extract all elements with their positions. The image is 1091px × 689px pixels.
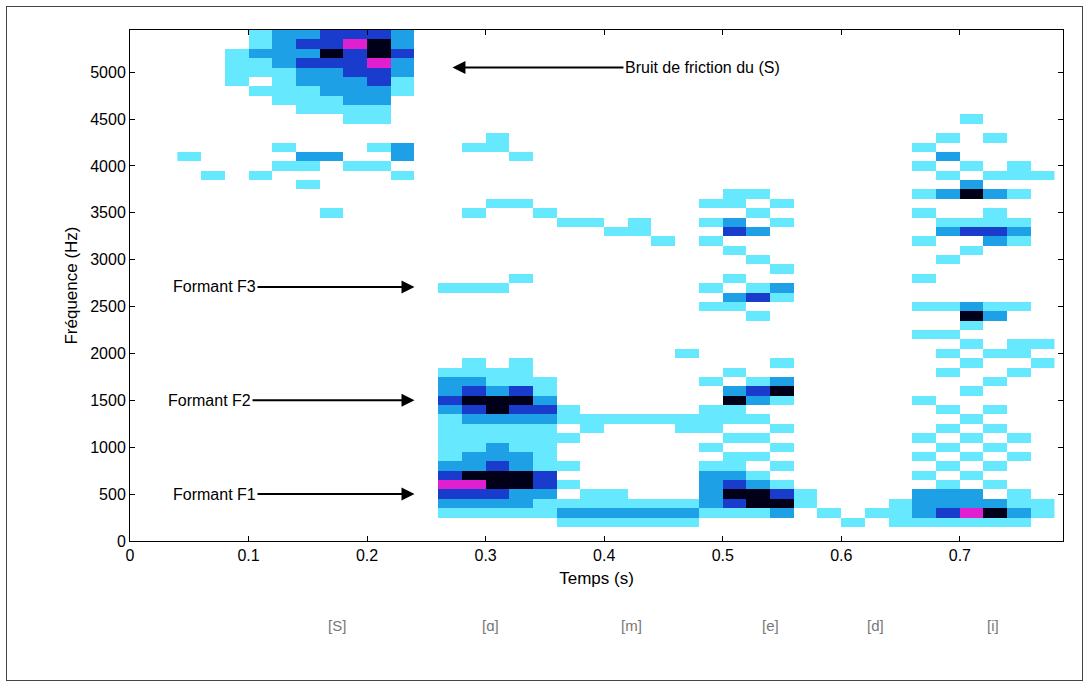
- svg-text:0.2: 0.2: [356, 547, 378, 564]
- svg-text:0.5: 0.5: [712, 547, 734, 564]
- svg-text:Fréquence (Hz): Fréquence (Hz): [62, 226, 81, 344]
- svg-text:0.3: 0.3: [475, 547, 497, 564]
- svg-text:0.7: 0.7: [949, 547, 971, 564]
- svg-text:Bruit de friction du (S): Bruit de friction du (S): [625, 59, 780, 76]
- svg-text:0: 0: [126, 547, 135, 564]
- svg-text:0.4: 0.4: [593, 547, 615, 564]
- svg-text:0: 0: [117, 533, 126, 550]
- svg-text:[e]: [e]: [762, 617, 779, 634]
- svg-text:[m]: [m]: [621, 617, 642, 634]
- svg-text:5000: 5000: [90, 64, 126, 81]
- svg-text:4000: 4000: [90, 158, 126, 175]
- svg-text:Formant F1: Formant F1: [173, 486, 256, 503]
- svg-text:Formant F3: Formant F3: [173, 278, 256, 295]
- svg-text:[d]: [d]: [867, 617, 884, 634]
- svg-text:500: 500: [99, 486, 126, 503]
- svg-text:[ɑ]: [ɑ]: [482, 617, 499, 634]
- svg-text:[i]: [i]: [987, 617, 999, 634]
- svg-text:Formant F2: Formant F2: [168, 392, 251, 409]
- svg-text:1500: 1500: [90, 392, 126, 409]
- svg-text:2000: 2000: [90, 345, 126, 362]
- svg-text:0.6: 0.6: [830, 547, 852, 564]
- svg-text:1000: 1000: [90, 439, 126, 456]
- svg-text:0.1: 0.1: [237, 547, 259, 564]
- svg-text:Temps (s): Temps (s): [559, 569, 634, 588]
- svg-text:[S]: [S]: [328, 617, 346, 634]
- svg-text:4500: 4500: [90, 111, 126, 128]
- svg-text:3000: 3000: [90, 251, 126, 268]
- svg-text:2500: 2500: [90, 298, 126, 315]
- svg-text:3500: 3500: [90, 204, 126, 221]
